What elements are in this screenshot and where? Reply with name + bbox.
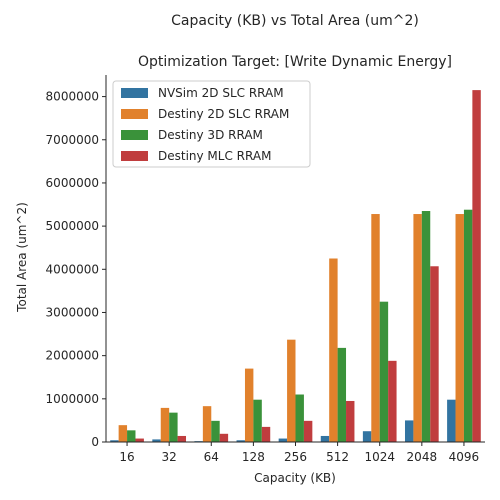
bar [456,214,464,442]
bar [279,439,287,442]
bar [161,408,169,442]
y-tick-label: 4000000 [46,262,99,276]
x-tick-label: 2048 [407,450,438,464]
x-tick-label: 128 [242,450,265,464]
bar [262,427,270,442]
legend-label: Destiny 3D RRAM [158,128,263,142]
bar [472,90,480,442]
legend: NVSim 2D SLC RRAM Destiny 2D SLC RRAM Dest… [113,81,310,167]
legend-swatch [121,109,148,119]
bar [211,421,219,442]
y-axis-label: Total Area (um^2) [15,202,29,313]
y-tick-label: 8000000 [46,90,99,104]
chart-title: Capacity (KB) vs Total Area (um^2) [171,13,419,29]
y-tick-label: 2000000 [46,349,99,363]
x-tick-label: 256 [284,450,307,464]
bar [127,430,135,442]
x-tick-label: 32 [162,450,177,464]
bar [135,439,143,442]
bar [464,210,472,442]
legend-swatch [121,130,148,140]
legend-swatch [121,88,148,98]
chart-subtitle: Optimization Target: [Write Dynamic Ener… [138,54,452,70]
legend-swatch [121,151,148,161]
x-axis-label: Capacity (KB) [254,471,336,485]
bar [388,361,396,442]
bar [304,421,312,442]
bar [405,420,413,442]
bar [287,340,295,442]
x-tick-label: 4096 [449,450,480,464]
bar [447,400,455,442]
y-tick-label: 6000000 [46,176,99,190]
legend-label: Destiny MLC RRAM [158,149,271,163]
bar [203,406,211,442]
bar [321,436,329,442]
y-tick-label: 5000000 [46,219,99,233]
x-tick-label: 16 [119,450,134,464]
bar [413,214,421,442]
x-tick-label: 64 [204,450,219,464]
bar [329,259,337,443]
bar [371,214,379,442]
y-tick-label: 7000000 [46,133,99,147]
legend-label: Destiny 2D SLC RRAM [158,107,289,121]
bar [169,413,177,442]
x-tick-label: 1024 [364,450,395,464]
x-tick-label: 512 [326,450,349,464]
y-tick-label: 1000000 [46,392,99,406]
bar [296,395,304,442]
y-tick-label: 0 [91,435,99,449]
bar [245,369,253,442]
bar [338,348,346,442]
bar [430,266,438,442]
bar [253,400,261,442]
legend-label: NVSim 2D SLC RRAM [158,86,284,100]
bar [178,436,186,442]
y-tick-label: 3000000 [46,305,99,319]
bar [346,401,354,442]
bar [220,434,228,442]
bar [363,431,371,442]
bar [422,211,430,442]
bar [380,302,388,442]
bar [119,425,127,442]
